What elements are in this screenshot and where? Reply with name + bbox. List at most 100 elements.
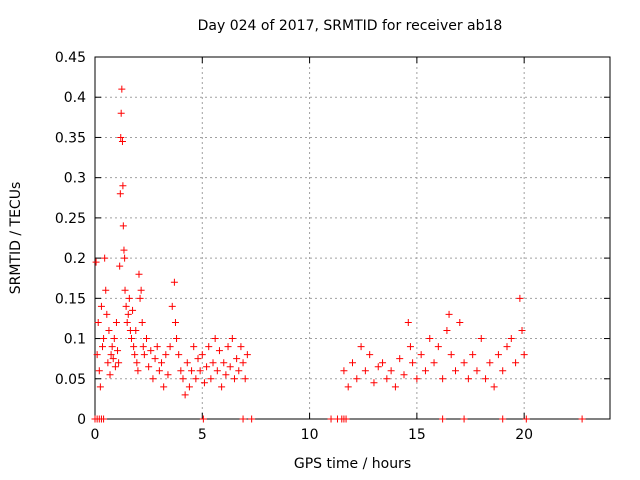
data-point	[164, 371, 172, 379]
data-point	[353, 375, 361, 383]
data-point	[147, 347, 155, 355]
data-point	[171, 318, 179, 326]
data-point	[460, 415, 468, 423]
data-point	[104, 359, 112, 367]
data-point	[207, 375, 215, 383]
y-tick-label: 0.35	[55, 130, 86, 146]
data-point	[499, 367, 507, 375]
data-point	[108, 343, 116, 351]
data-point	[248, 415, 256, 423]
data-point	[149, 375, 157, 383]
data-point	[125, 294, 133, 302]
data-point	[383, 375, 391, 383]
data-point	[434, 343, 442, 351]
data-point	[194, 355, 202, 363]
data-point	[129, 306, 137, 314]
data-point	[361, 367, 369, 375]
axis-ticks	[94, 56, 610, 420]
data-point	[123, 318, 131, 326]
data-point	[370, 379, 378, 387]
data-point	[119, 222, 127, 230]
data-point	[132, 327, 140, 335]
data-point	[486, 359, 494, 367]
data-point	[205, 343, 213, 351]
data-point	[409, 359, 417, 367]
data-point	[106, 371, 114, 379]
data-point	[366, 351, 374, 359]
data-point	[162, 351, 170, 359]
data-point	[93, 351, 101, 359]
data-point	[100, 335, 108, 343]
data-point	[342, 415, 350, 423]
data-point	[460, 359, 468, 367]
data-point	[166, 343, 174, 351]
data-point	[482, 375, 490, 383]
data-point	[139, 343, 147, 351]
y-tick-label: 0.2	[64, 251, 86, 267]
y-tick-label: 0.15	[55, 291, 86, 307]
data-point	[101, 254, 109, 262]
data-point	[153, 343, 161, 351]
data-point	[379, 359, 387, 367]
data-point	[226, 363, 234, 371]
data-point	[198, 351, 206, 359]
data-point	[133, 359, 141, 367]
x-tick-label: 15	[408, 427, 426, 443]
data-point	[413, 375, 421, 383]
data-point	[199, 415, 207, 423]
data-point	[99, 343, 107, 351]
data-point	[464, 375, 472, 383]
data-point	[512, 359, 520, 367]
x-tick-label: 5	[198, 427, 207, 443]
data-point	[131, 351, 139, 359]
data-point	[134, 367, 142, 375]
data-point	[503, 343, 511, 351]
data-point	[421, 367, 429, 375]
data-point	[469, 351, 477, 359]
data-point	[220, 359, 228, 367]
data-points	[91, 85, 586, 423]
data-point	[160, 383, 168, 391]
data-point	[452, 367, 459, 375]
data-point	[111, 363, 119, 371]
data-point	[518, 327, 526, 335]
data-point	[241, 375, 249, 383]
data-point	[137, 286, 145, 294]
y-axis-label: SRMTID / TECUs	[8, 181, 24, 295]
data-point	[181, 391, 189, 399]
plot-area-frame	[94, 56, 611, 420]
data-point	[211, 335, 219, 343]
data-point	[243, 351, 251, 359]
data-point	[119, 182, 127, 190]
data-point	[118, 137, 126, 145]
data-point	[188, 367, 196, 375]
y-tick-label: 0.45	[55, 50, 86, 66]
data-point	[135, 270, 143, 278]
data-point	[151, 355, 159, 363]
data-point	[203, 363, 211, 371]
data-point	[138, 318, 146, 326]
data-point	[327, 415, 335, 423]
data-point	[124, 310, 132, 318]
y-tick-label: 0	[77, 412, 86, 428]
data-point	[473, 367, 481, 375]
data-point	[127, 335, 135, 343]
data-point	[387, 367, 395, 375]
data-point	[95, 367, 103, 375]
data-point	[114, 347, 122, 355]
data-point	[168, 302, 176, 310]
data-point	[522, 415, 530, 423]
x-tick-label: 0	[91, 427, 100, 443]
data-point	[520, 351, 528, 359]
data-point	[107, 351, 115, 359]
data-point	[447, 351, 455, 359]
data-point	[175, 351, 183, 359]
data-point	[116, 262, 124, 270]
y-tick-label: 0.4	[64, 90, 86, 106]
y-tick-label: 0.3	[64, 171, 86, 187]
data-point	[105, 327, 113, 335]
data-point	[391, 383, 399, 391]
data-point	[417, 351, 425, 359]
data-point	[228, 335, 236, 343]
